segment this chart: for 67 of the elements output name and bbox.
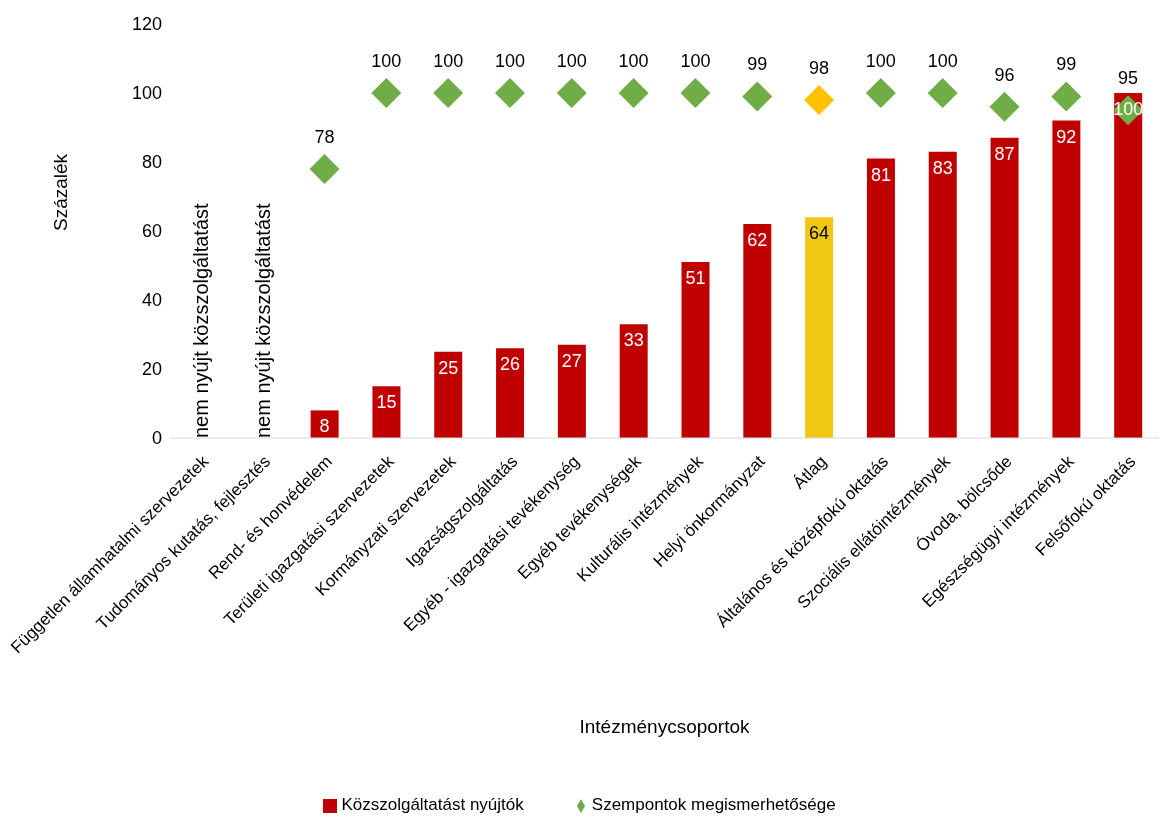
y-tick-label: 60 bbox=[141, 221, 162, 242]
bar bbox=[743, 224, 772, 438]
legend-label: Közszolgáltatást nyújtók bbox=[341, 795, 524, 814]
point bbox=[371, 78, 402, 108]
data-label: 92 bbox=[1056, 126, 1077, 147]
bar bbox=[434, 351, 463, 438]
annotation: nem nyújt közszolgáltatást bbox=[189, 203, 212, 438]
data-label: 100 bbox=[927, 51, 958, 71]
data-label: 64 bbox=[809, 223, 830, 244]
legend-label: Szempontok megismerhetősége bbox=[591, 795, 836, 814]
bar bbox=[619, 324, 648, 438]
bar bbox=[1052, 120, 1081, 438]
point bbox=[680, 78, 711, 108]
bar bbox=[928, 151, 957, 438]
data-label: 83 bbox=[932, 157, 953, 178]
annotation: nem nyújt közszolgáltatást bbox=[251, 203, 274, 438]
point bbox=[742, 81, 773, 112]
point bbox=[927, 78, 958, 108]
data-label: 62 bbox=[747, 230, 768, 251]
data-label: 100 bbox=[680, 51, 711, 71]
point bbox=[309, 153, 340, 184]
data-label: 95 bbox=[1118, 68, 1139, 89]
data-label: 15 bbox=[376, 392, 397, 413]
data-label: 96 bbox=[994, 64, 1015, 85]
data-label: 100 bbox=[494, 51, 525, 71]
bar bbox=[372, 386, 401, 438]
y-tick-label: 100 bbox=[131, 83, 162, 104]
data-label: 100 bbox=[618, 51, 649, 71]
data-label: 26 bbox=[500, 354, 521, 375]
point bbox=[989, 91, 1020, 122]
data-label: 100 bbox=[1113, 99, 1144, 119]
data-label: 100 bbox=[371, 51, 402, 71]
point bbox=[556, 78, 587, 108]
y-tick-label: 40 bbox=[141, 290, 162, 311]
bar bbox=[496, 348, 525, 438]
data-label: 8 bbox=[319, 416, 330, 437]
data-label: 33 bbox=[623, 330, 644, 351]
bar bbox=[681, 262, 710, 438]
data-label: 100 bbox=[556, 51, 587, 71]
bar bbox=[990, 137, 1019, 438]
y-tick-label: 80 bbox=[141, 152, 162, 173]
data-label: 25 bbox=[438, 357, 459, 378]
point bbox=[1051, 81, 1082, 112]
data-label: 100 bbox=[865, 51, 896, 71]
data-label: 87 bbox=[994, 143, 1015, 164]
data-label: 99 bbox=[1056, 54, 1077, 75]
data-label: 27 bbox=[561, 350, 582, 371]
data-label: 99 bbox=[747, 54, 768, 75]
data-label: 100 bbox=[433, 51, 464, 71]
bar bbox=[805, 217, 834, 438]
point bbox=[618, 78, 649, 108]
y-tick-label: 0 bbox=[151, 428, 162, 449]
data-label: 78 bbox=[314, 126, 335, 147]
point bbox=[865, 78, 896, 108]
y-tick-label: 20 bbox=[141, 359, 162, 380]
point bbox=[804, 84, 835, 115]
data-label: 51 bbox=[685, 268, 706, 289]
point bbox=[433, 78, 464, 108]
data-label: 81 bbox=[870, 164, 891, 185]
bar bbox=[866, 158, 895, 438]
y-axis-title: Százalék bbox=[49, 153, 71, 231]
bar bbox=[1114, 93, 1143, 438]
point bbox=[494, 78, 525, 108]
y-tick-label: 120 bbox=[131, 14, 162, 35]
bar bbox=[557, 344, 586, 438]
data-label: 98 bbox=[809, 57, 830, 78]
x-axis-title: Intézménycsoportok bbox=[579, 716, 751, 737]
